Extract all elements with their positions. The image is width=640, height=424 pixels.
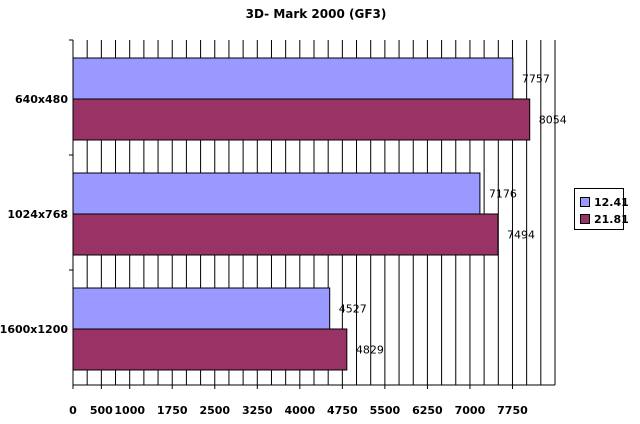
x-tick-label: 6250 xyxy=(412,404,443,417)
legend-label-series-2: 21.81 xyxy=(594,212,629,226)
x-tick-label: 500 xyxy=(90,404,113,417)
bar-1024x768-series-1 xyxy=(72,172,481,215)
x-tick-label: 2500 xyxy=(199,404,230,417)
x-tick-label: 1750 xyxy=(157,404,188,417)
x-tick-label: 4750 xyxy=(327,404,358,417)
category-label: 1600x1200 xyxy=(0,323,68,336)
x-tick-label: 0 xyxy=(69,404,77,417)
chart-title: 3D- Mark 2000 (GF3) xyxy=(246,7,387,21)
legend-item-series-1: 12.41 xyxy=(580,195,629,209)
category-label: 640x480 xyxy=(15,93,68,106)
x-tick-label: 7750 xyxy=(497,404,528,417)
bar-640x480-series-1 xyxy=(72,57,514,100)
data-label: 7176 xyxy=(489,188,517,201)
data-label: 4527 xyxy=(339,303,367,316)
x-tick-label: 5500 xyxy=(370,404,401,417)
legend-item-series-2: 21.81 xyxy=(580,212,629,226)
legend-swatch-series-1 xyxy=(580,197,590,207)
x-tick-label: 1000 xyxy=(114,404,145,417)
category-label: 1024x768 xyxy=(7,208,68,221)
bar-640x480-series-2 xyxy=(72,98,531,141)
x-tick-label: 3250 xyxy=(242,404,273,417)
bar-1600x1200-series-2 xyxy=(72,328,348,371)
data-label: 7757 xyxy=(522,73,550,86)
axes xyxy=(69,39,555,389)
legend: 12.41 21.81 xyxy=(574,188,629,230)
labels: 7757 8054 640x480 7176 7494 1024x768 4527 4829 1… xyxy=(0,73,567,418)
x-tick-label: 4000 xyxy=(285,404,316,417)
legend-label-series-1: 12.41 xyxy=(594,195,629,209)
data-label: 8054 xyxy=(539,114,567,127)
data-label: 4829 xyxy=(356,344,384,357)
data-label: 7494 xyxy=(507,229,535,242)
bars xyxy=(72,57,531,371)
x-tick-label: 7000 xyxy=(455,404,486,417)
legend-swatch-series-2 xyxy=(580,214,590,224)
bar-1024x768-series-2 xyxy=(72,213,499,256)
bar-1600x1200-series-1 xyxy=(72,287,331,330)
